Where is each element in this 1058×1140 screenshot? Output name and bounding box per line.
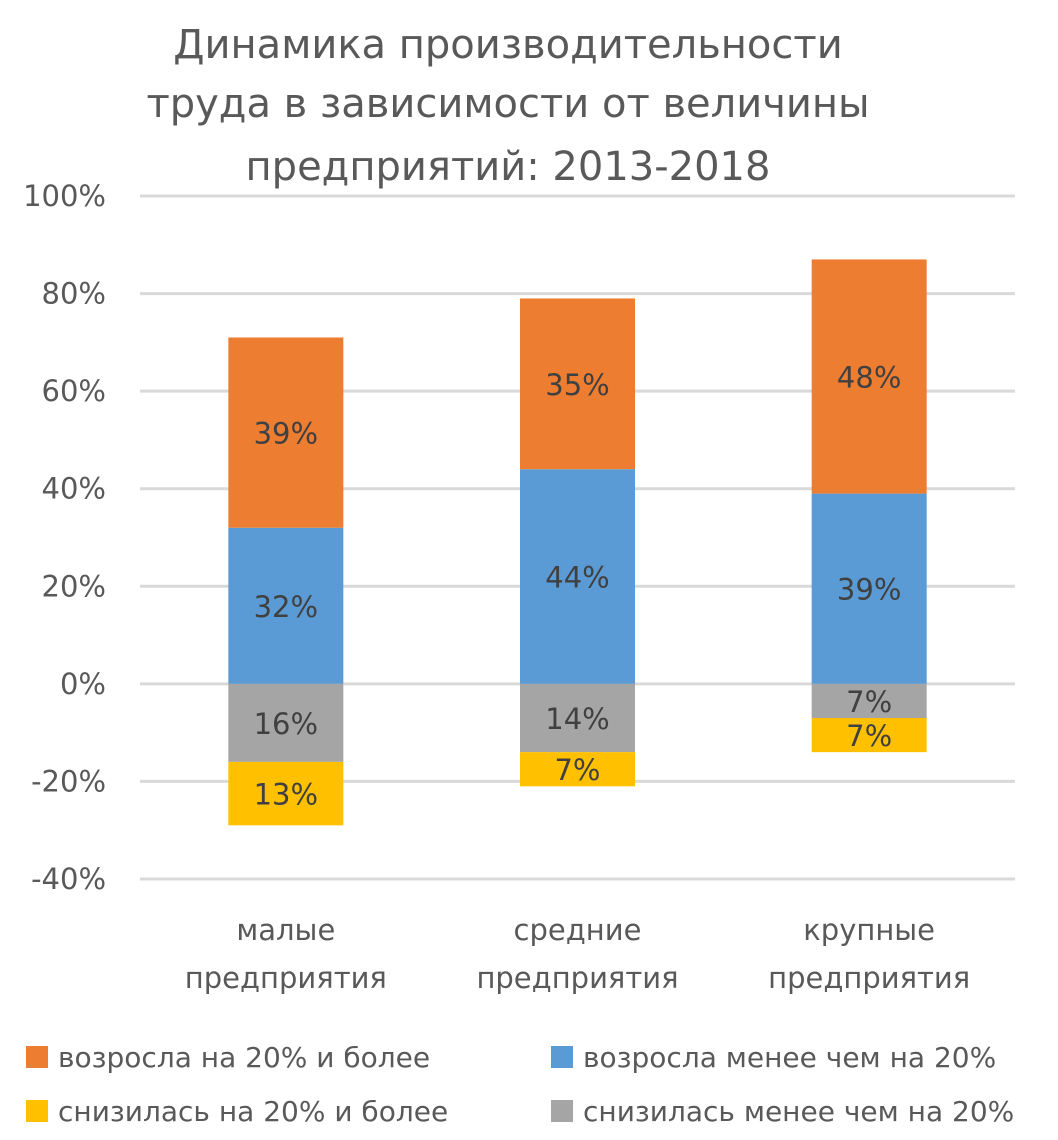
data-labels: 32%39%16%13%44%35%14%7%39%48%7%7% (254, 361, 902, 812)
legend-label: снизилась на 20% и более (58, 1095, 448, 1128)
bar-segment (811, 259, 927, 494)
y-tick-label: 100% (23, 179, 106, 213)
data-label: 44% (545, 561, 609, 595)
chart-title-line-3: предприятий: 2013-2018 (246, 144, 771, 190)
bar-segment (520, 298, 635, 470)
data-label: 13% (254, 778, 318, 812)
bar-segment (520, 752, 635, 787)
bar-segment (811, 493, 927, 684)
legend-item: возросла на 20% и более (26, 1041, 430, 1074)
data-label: 14% (545, 702, 609, 736)
x-category-label: крупные (803, 913, 935, 947)
data-label: 48% (837, 361, 901, 395)
bar-segment (228, 761, 344, 826)
legend: возросла на 20% и более возросла менее че… (26, 1041, 1014, 1128)
bar-segment (228, 337, 344, 528)
legend-label: возросла менее чем на 20% (583, 1041, 996, 1074)
legend-item: снизилась на 20% и более (26, 1095, 448, 1128)
legend-swatch (551, 1100, 573, 1122)
legend-swatch (26, 1100, 48, 1122)
bar-segment (228, 683, 344, 762)
x-category-label: предприятия (476, 961, 678, 995)
x-category-label: малые (236, 913, 335, 947)
y-tick-label: -40% (31, 862, 106, 896)
data-label: 39% (254, 417, 318, 451)
data-label: 7% (846, 719, 892, 753)
y-tick-label: 20% (42, 569, 106, 603)
y-tick-label: 60% (42, 374, 106, 408)
y-tick-label: 80% (42, 277, 106, 311)
chart-title: Динамика производительности труда в зави… (146, 22, 869, 190)
legend-item: снизилась менее чем на 20% (551, 1095, 1014, 1128)
legend-label: возросла на 20% и более (58, 1041, 430, 1074)
y-axis-tick-labels: 100% 80% 60% 40% 20% 0% -20% -40% (23, 179, 106, 896)
y-tick-label: 0% (60, 667, 106, 701)
data-label: 32% (254, 590, 318, 624)
legend-item: возросла менее чем на 20% (551, 1041, 996, 1074)
bar-segment (520, 683, 635, 753)
bar-segment (520, 469, 635, 684)
y-tick-label: 40% (42, 472, 106, 506)
legend-swatch (26, 1046, 48, 1068)
legend-swatch (551, 1046, 573, 1068)
bar-segment (228, 527, 344, 684)
bar-segment (811, 718, 927, 753)
data-label: 7% (846, 685, 892, 719)
data-label: 16% (254, 707, 318, 741)
legend-label: снизилась менее чем на 20% (583, 1095, 1014, 1128)
data-label: 7% (554, 753, 600, 787)
y-tick-label: -20% (31, 764, 106, 798)
bar-segment (811, 683, 927, 719)
x-axis-category-labels: малые предприятия средние предприятия крупны… (185, 913, 970, 995)
x-category-label: средние (514, 913, 642, 947)
chart-title-line-1: Динамика производительности (173, 22, 842, 68)
bars (228, 259, 927, 826)
data-label: 39% (837, 573, 901, 607)
x-category-label: предприятия (768, 961, 970, 995)
data-label: 35% (545, 368, 609, 402)
chart-title-line-2: труда в зависимости от величины (146, 81, 869, 127)
x-category-label: предприятия (185, 961, 387, 995)
